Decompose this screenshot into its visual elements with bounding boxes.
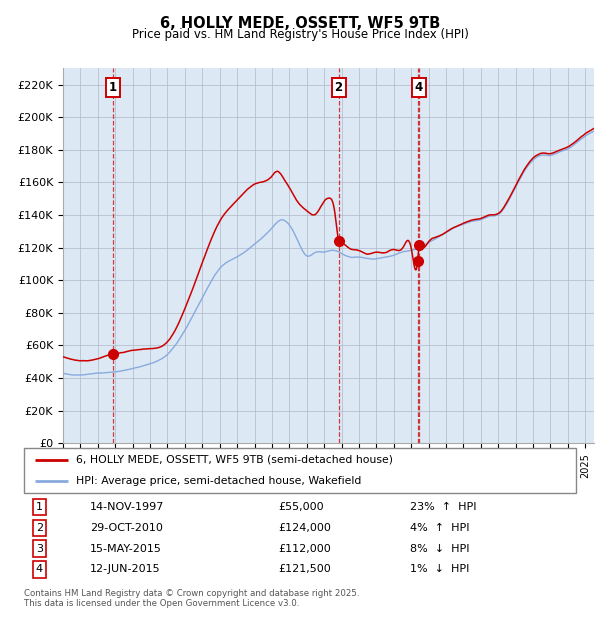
- Text: Price paid vs. HM Land Registry's House Price Index (HPI): Price paid vs. HM Land Registry's House …: [131, 28, 469, 41]
- Text: 8%  ↓  HPI: 8% ↓ HPI: [410, 544, 470, 554]
- Text: 1: 1: [109, 81, 117, 94]
- Text: £124,000: £124,000: [278, 523, 331, 533]
- Text: 12-JUN-2015: 12-JUN-2015: [90, 564, 161, 575]
- Text: 4: 4: [36, 564, 43, 575]
- Text: 4%  ↑  HPI: 4% ↑ HPI: [410, 523, 470, 533]
- Text: 2: 2: [335, 81, 343, 94]
- Text: 23%  ↑  HPI: 23% ↑ HPI: [410, 502, 477, 512]
- Text: £112,000: £112,000: [278, 544, 331, 554]
- Text: 4: 4: [415, 81, 423, 94]
- Text: £55,000: £55,000: [278, 502, 323, 512]
- Text: 2: 2: [36, 523, 43, 533]
- Text: £121,500: £121,500: [278, 564, 331, 575]
- Text: 6, HOLLY MEDE, OSSETT, WF5 9TB: 6, HOLLY MEDE, OSSETT, WF5 9TB: [160, 16, 440, 30]
- Text: 1: 1: [36, 502, 43, 512]
- Text: 3: 3: [36, 544, 43, 554]
- Text: HPI: Average price, semi-detached house, Wakefield: HPI: Average price, semi-detached house,…: [76, 476, 362, 485]
- Text: 6, HOLLY MEDE, OSSETT, WF5 9TB (semi-detached house): 6, HOLLY MEDE, OSSETT, WF5 9TB (semi-det…: [76, 455, 394, 465]
- Text: 14-NOV-1997: 14-NOV-1997: [90, 502, 164, 512]
- Text: 29-OCT-2010: 29-OCT-2010: [90, 523, 163, 533]
- Text: 15-MAY-2015: 15-MAY-2015: [90, 544, 162, 554]
- Text: Contains HM Land Registry data © Crown copyright and database right 2025.
This d: Contains HM Land Registry data © Crown c…: [24, 589, 359, 608]
- Text: 1%  ↓  HPI: 1% ↓ HPI: [410, 564, 470, 575]
